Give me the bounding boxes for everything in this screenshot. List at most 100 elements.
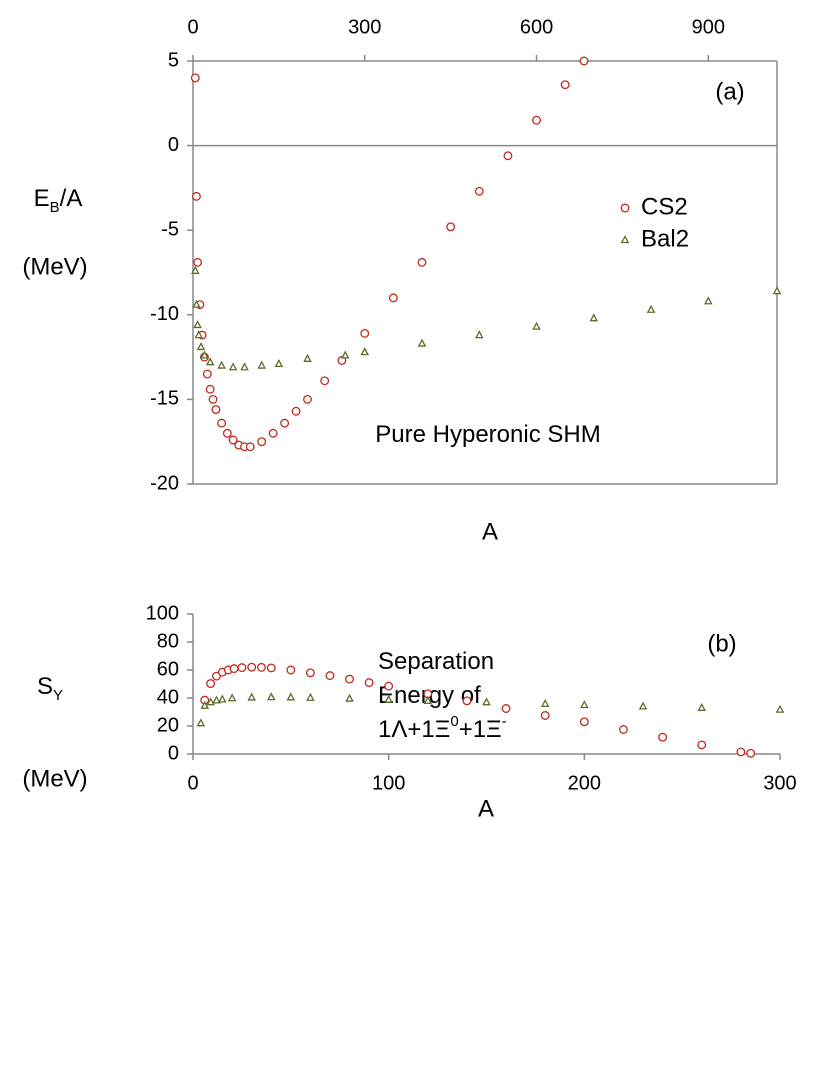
annotation-part: 0 — [450, 713, 458, 730]
point — [268, 428, 278, 438]
point — [775, 704, 785, 713]
point — [474, 186, 484, 196]
point — [320, 376, 330, 386]
point — [222, 428, 232, 438]
point — [196, 342, 206, 351]
y-axis-unit: (MeV) — [22, 765, 87, 792]
point — [474, 330, 484, 339]
x-tick-label: 600 — [520, 16, 553, 38]
y-tick-label: 80 — [157, 630, 179, 652]
y-tick-label: -15 — [150, 388, 179, 410]
point — [212, 671, 221, 681]
point — [286, 692, 296, 701]
x-axis-label: A — [478, 795, 494, 822]
point — [579, 717, 589, 727]
point — [579, 56, 589, 66]
annotation-part: +1Ξ — [459, 716, 502, 743]
point — [229, 664, 239, 674]
point — [364, 678, 374, 688]
y-axis-label: EB/A — [34, 185, 83, 216]
point — [532, 115, 541, 125]
point — [772, 286, 782, 295]
point — [237, 663, 247, 673]
point — [462, 696, 472, 706]
point — [482, 697, 491, 706]
point — [266, 692, 276, 701]
annotation: Separation — [378, 648, 494, 675]
point — [257, 360, 266, 369]
point — [589, 313, 599, 322]
x-tick-label: 100 — [372, 772, 405, 794]
y-tick-label: 60 — [157, 658, 179, 680]
point — [240, 362, 249, 371]
annotation-part: Pure Hyperonic SHM — [375, 421, 600, 448]
point — [257, 437, 267, 447]
point — [305, 668, 315, 678]
y-tick-label: -10 — [150, 303, 179, 325]
point — [202, 369, 212, 379]
point — [286, 665, 296, 675]
point — [417, 257, 427, 267]
point — [206, 697, 215, 706]
y-axis-label-part: B — [50, 199, 60, 216]
point — [280, 418, 290, 428]
x-tick-label: 200 — [568, 772, 601, 794]
point — [217, 360, 226, 369]
x-tick-label: 300 — [763, 772, 796, 794]
point — [646, 304, 656, 313]
point — [247, 662, 257, 672]
point — [360, 328, 370, 338]
y-tick-label: 0 — [168, 742, 179, 764]
point — [190, 73, 200, 83]
y-axis-unit: (MeV) — [22, 253, 87, 280]
point — [384, 681, 394, 691]
x-axis-label: A — [482, 518, 498, 545]
point — [360, 347, 370, 356]
point — [384, 694, 393, 703]
point — [580, 700, 589, 709]
point — [247, 692, 256, 701]
point — [257, 662, 266, 672]
point — [206, 679, 216, 689]
point — [291, 406, 301, 416]
y-axis-label-part: /A — [60, 185, 83, 212]
annotation-part: 1Λ+1Ξ — [378, 716, 450, 743]
point — [417, 338, 427, 347]
point — [540, 711, 550, 720]
annotation: 1Λ+1Ξ0+1Ξ- — [378, 713, 507, 743]
point — [228, 435, 238, 445]
point — [697, 740, 707, 750]
point — [196, 718, 206, 727]
point — [194, 330, 204, 339]
y-axis-label-part: Y — [53, 687, 63, 704]
y-tick-label: 0 — [168, 134, 179, 156]
legend-label: Bal2 — [641, 225, 689, 252]
y-axis-label-part: E — [34, 185, 50, 212]
point — [337, 356, 347, 365]
point — [446, 222, 456, 232]
point — [341, 350, 350, 359]
point — [501, 704, 511, 713]
point — [532, 321, 541, 330]
point — [245, 442, 255, 452]
point — [205, 357, 215, 366]
point — [200, 350, 209, 359]
point — [306, 692, 315, 701]
y-tick-label: -5 — [161, 218, 179, 240]
annotation: Pure Hyperonic SHM — [375, 421, 600, 448]
point — [193, 257, 203, 267]
point — [217, 418, 227, 428]
y-tick-label: 40 — [157, 686, 179, 708]
y-axis-label-part: S — [37, 673, 53, 700]
point — [423, 695, 433, 704]
point — [266, 663, 276, 673]
point — [191, 265, 200, 274]
x-tick-label: 0 — [187, 772, 198, 794]
point — [193, 320, 202, 329]
point — [619, 725, 628, 734]
point — [736, 747, 746, 757]
point — [303, 353, 312, 362]
point — [200, 700, 210, 709]
point — [345, 693, 354, 702]
point — [191, 191, 201, 201]
